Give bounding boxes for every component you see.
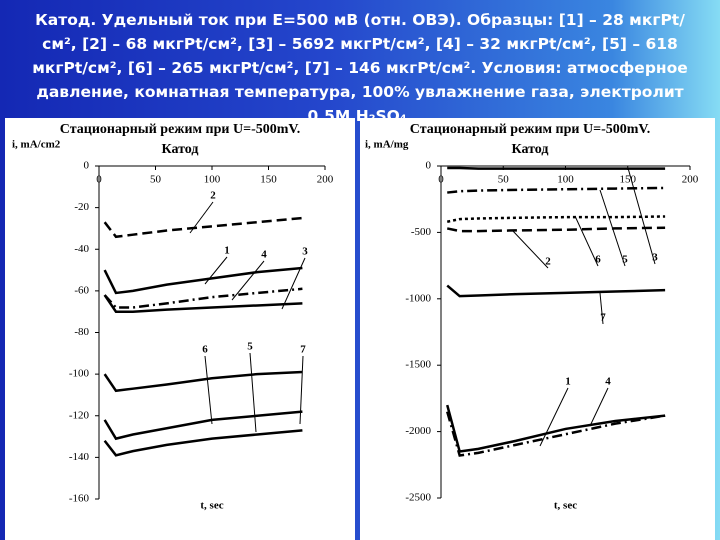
- series-line: [103, 287, 303, 309]
- series-label: 5: [247, 341, 253, 353]
- y-tick-label: -40: [74, 243, 89, 255]
- x-tick-label: 200: [682, 174, 699, 186]
- left-panel: [5, 118, 355, 540]
- series-line: [103, 266, 303, 295]
- x-tick-label: 0: [96, 174, 102, 186]
- y-tick-label: -20: [74, 201, 89, 213]
- chart-title: Стационарный режим при U=-500mV.: [60, 122, 300, 137]
- y-axis-label: i, mA/mg: [365, 139, 409, 151]
- x-tick-label: 150: [620, 174, 637, 186]
- series-line: [103, 410, 303, 441]
- x-axis-label: t, sec: [554, 500, 577, 512]
- chart-subtitle: Катод: [162, 142, 199, 157]
- series-line: [447, 166, 666, 170]
- label-leader: [231, 260, 265, 301]
- y-tick-label: -100: [69, 368, 90, 380]
- y-tick-label: -80: [74, 326, 89, 338]
- label-leader: [574, 215, 599, 267]
- slide-title: Катод. Удельный ток при E=500 мВ (отн. О…: [32, 11, 688, 125]
- label-leader: [299, 355, 304, 425]
- x-tick-label: 150: [260, 174, 277, 186]
- x-tick-label: 0: [438, 174, 444, 186]
- series-label: 4: [261, 249, 267, 261]
- series-label: 1: [224, 245, 230, 257]
- series-label: 6: [595, 254, 601, 266]
- label-leader: [589, 387, 609, 427]
- series-line: [447, 186, 666, 194]
- series-line: [103, 370, 303, 393]
- y-tick-label: -140: [69, 451, 90, 463]
- x-tick-label: 200: [317, 174, 334, 186]
- series-label: 2: [210, 190, 216, 202]
- series-label: 7: [300, 344, 306, 356]
- x-tick-label: 100: [204, 174, 221, 186]
- series-line: [103, 216, 303, 239]
- label-leader: [204, 256, 228, 285]
- label-leader: [204, 355, 213, 425]
- series-label: 4: [605, 376, 611, 388]
- series-label: 7: [600, 312, 606, 324]
- label-leader: [281, 257, 306, 310]
- series-label: 2: [545, 256, 551, 268]
- y-tick-label: -120: [69, 409, 90, 421]
- x-tick-label: 50: [498, 174, 510, 186]
- y-tick-label: -2000: [405, 425, 431, 437]
- y-tick-label: 0: [426, 160, 432, 172]
- series-label: 6: [202, 344, 208, 356]
- y-tick-label: -1500: [405, 359, 431, 371]
- chart-title: Стационарный режим при U=-500mV.: [410, 122, 650, 137]
- series-label: 3: [652, 252, 658, 264]
- y-tick-label: -160: [69, 493, 90, 505]
- y-tick-label: -2500: [405, 492, 431, 504]
- series-label: 5: [622, 254, 628, 266]
- x-axis-label: t, sec: [200, 500, 223, 512]
- series-label: 1: [565, 376, 571, 388]
- y-tick-label: -500: [411, 226, 432, 238]
- y-tick-label: -1000: [405, 292, 431, 304]
- y-tick-label: -60: [74, 284, 89, 296]
- x-tick-label: 50: [150, 174, 162, 186]
- series-line: [446, 284, 666, 298]
- x-tick-label: 100: [557, 174, 574, 186]
- chart-subtitle: Катод: [512, 142, 549, 157]
- series-line: [446, 411, 666, 457]
- label-leader: [599, 292, 604, 325]
- y-tick-label: 0: [84, 160, 90, 172]
- right-panel: [360, 118, 715, 540]
- series-line: [446, 226, 666, 233]
- series-line: [103, 294, 303, 313]
- label-leader: [539, 387, 569, 447]
- series-line: [446, 215, 666, 223]
- series-line: [103, 429, 303, 457]
- y-axis-label: i, mA/cm2: [12, 139, 61, 151]
- series-label: 3: [302, 246, 308, 258]
- label-leader: [189, 201, 214, 234]
- label-leader: [511, 229, 549, 269]
- label-leader: [249, 352, 257, 433]
